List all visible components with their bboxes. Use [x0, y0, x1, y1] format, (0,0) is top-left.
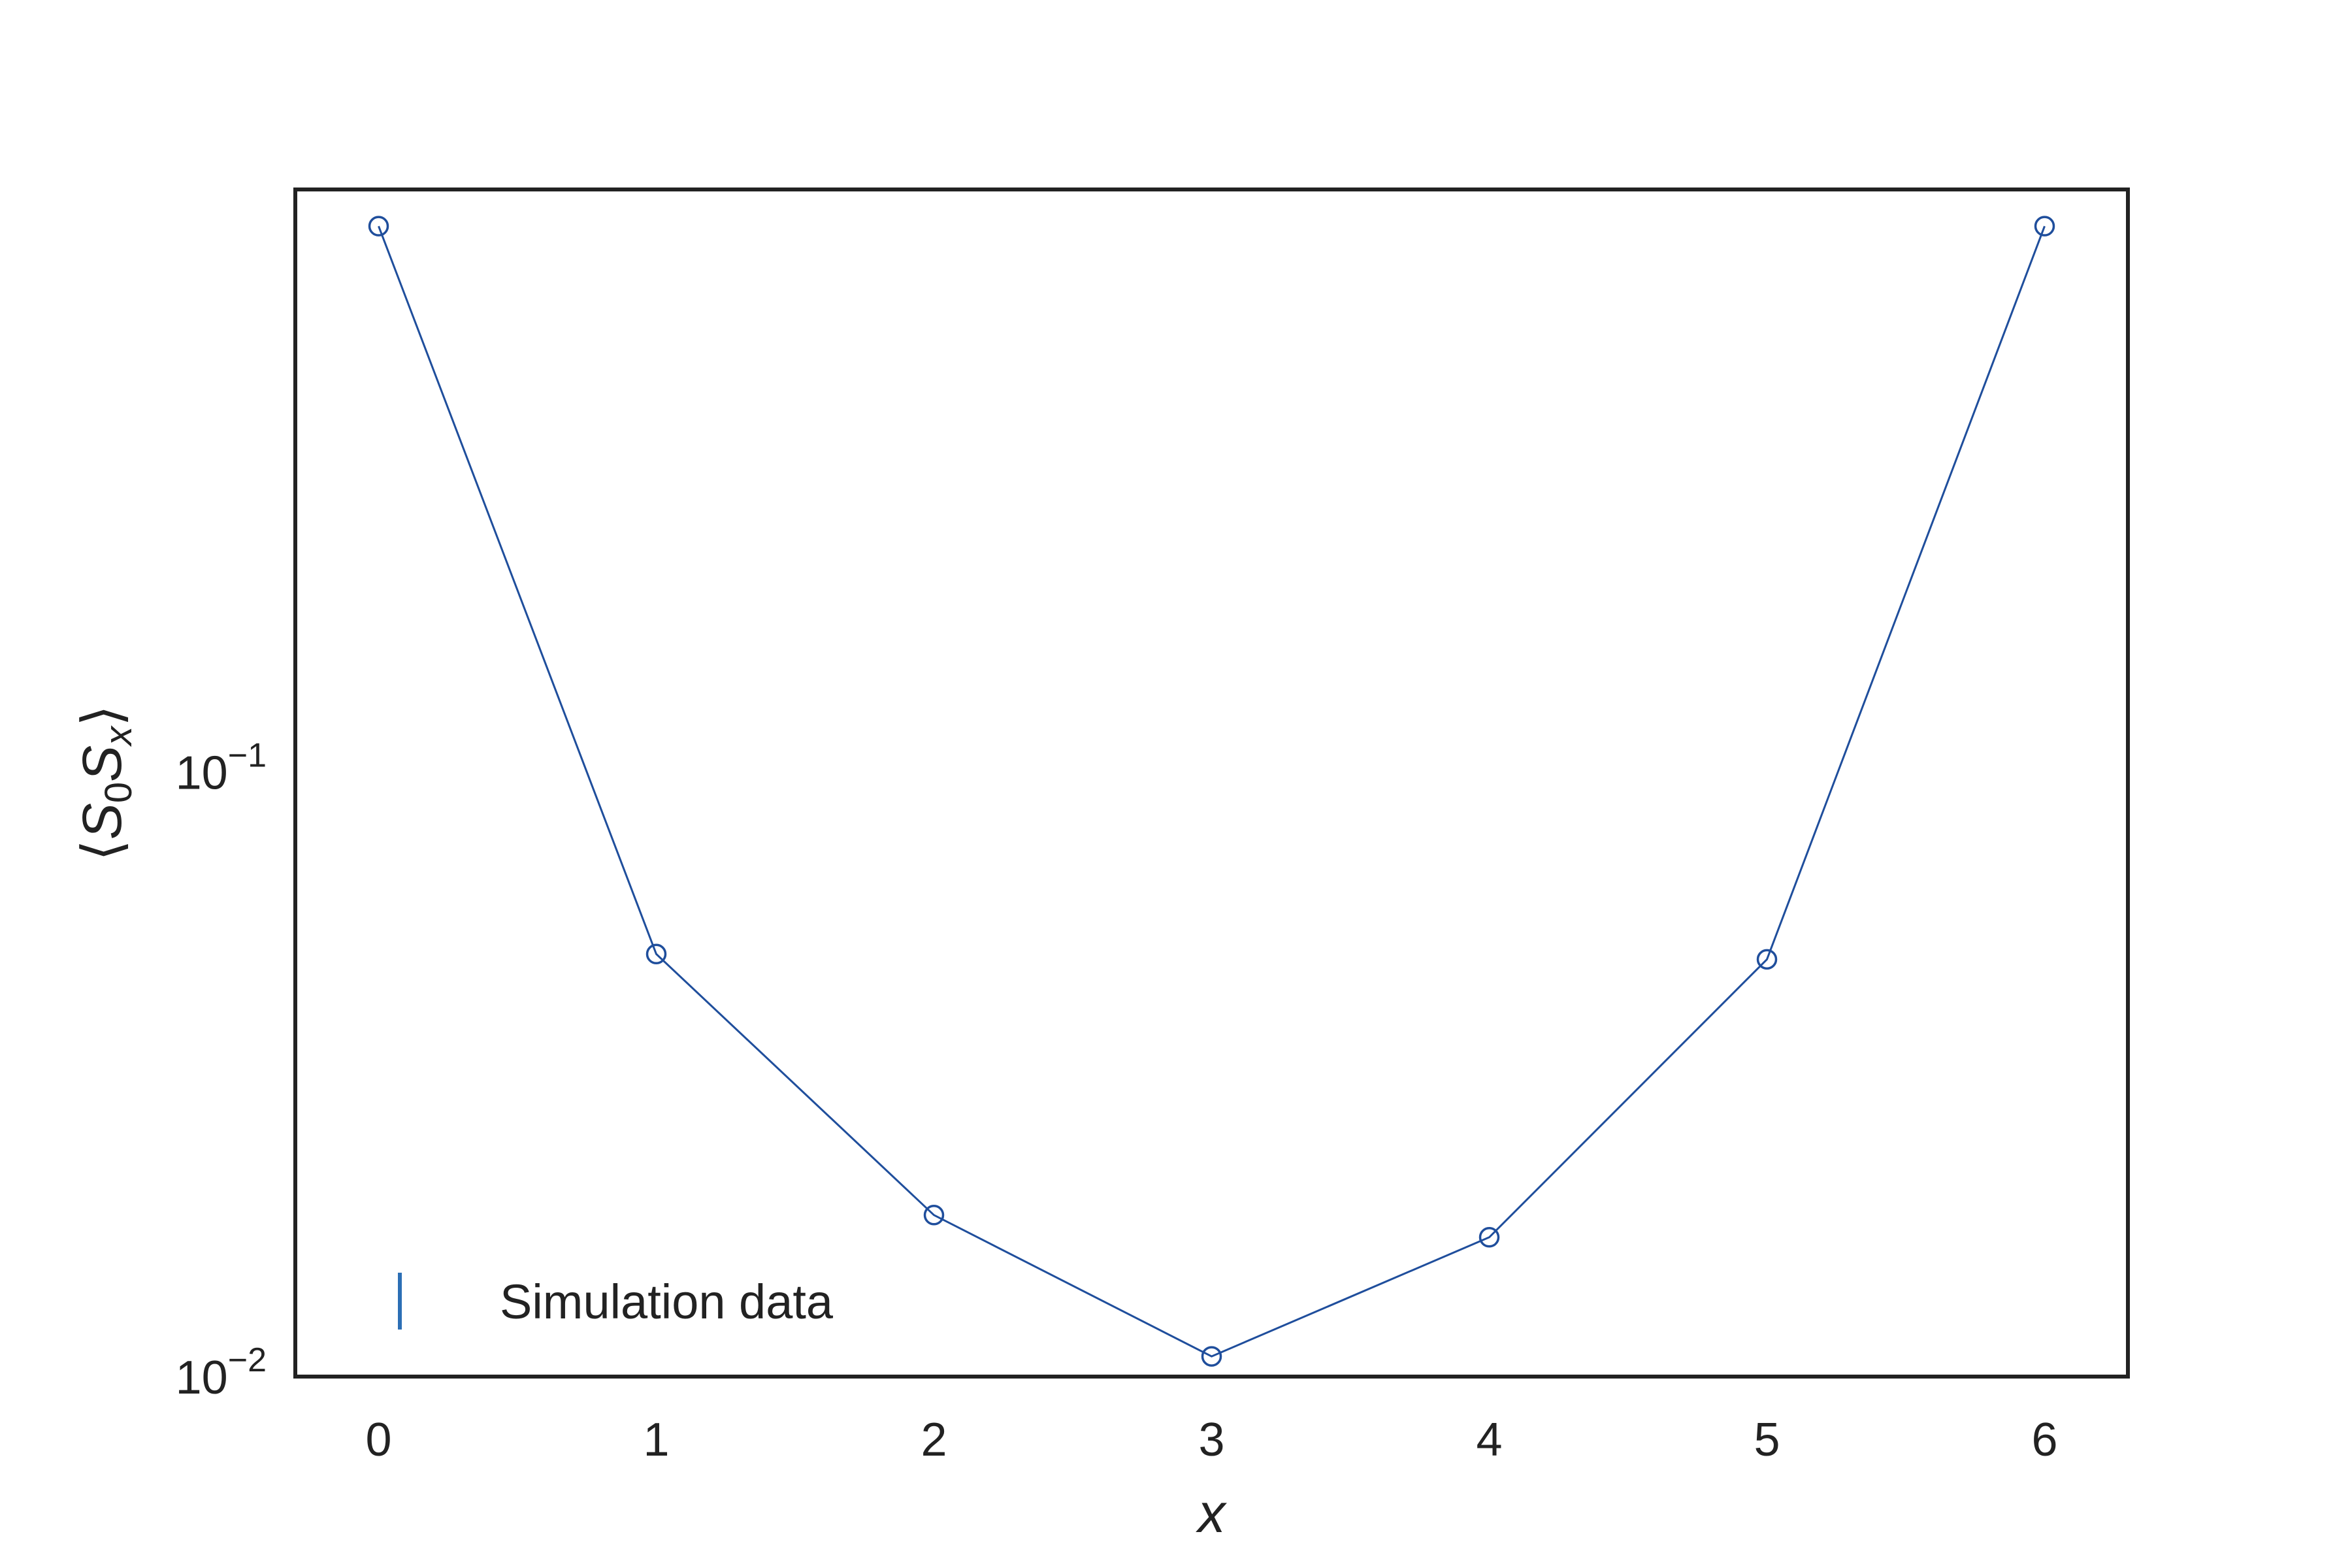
y-tick-label: 10−1	[176, 737, 267, 800]
plot-area	[368, 216, 2055, 1367]
x-tick-label: 2	[921, 1414, 947, 1466]
data-point	[923, 1205, 945, 1226]
y-axis-label: ⟨S0Sx⟩	[71, 705, 140, 861]
data-point	[2034, 216, 2055, 237]
data-point	[1201, 1346, 1222, 1367]
x-tick-label: 3	[1198, 1414, 1224, 1466]
series-line	[378, 225, 2046, 1358]
x-tick-label: 1	[643, 1414, 669, 1466]
y-tick-label: 10−2	[176, 1341, 267, 1404]
legend: Simulation data	[398, 1273, 834, 1330]
data-point	[368, 216, 389, 237]
x-axis: 0 1 2 3 4 5 6	[365, 1414, 2057, 1466]
x-tick-label: 5	[1754, 1414, 1780, 1466]
x-tick-label: 4	[1476, 1414, 1502, 1466]
data-point	[645, 943, 667, 965]
data-point	[1478, 1227, 1500, 1248]
x-axis-label: x	[1196, 1482, 1228, 1544]
legend-label: Simulation data	[500, 1275, 834, 1329]
data-point	[1756, 949, 1778, 970]
y-axis: 10−2 10−1	[176, 737, 267, 1404]
x-tick-label: 0	[365, 1414, 391, 1466]
axes-frame	[293, 188, 2130, 1379]
x-tick-label: 6	[2031, 1414, 2057, 1466]
